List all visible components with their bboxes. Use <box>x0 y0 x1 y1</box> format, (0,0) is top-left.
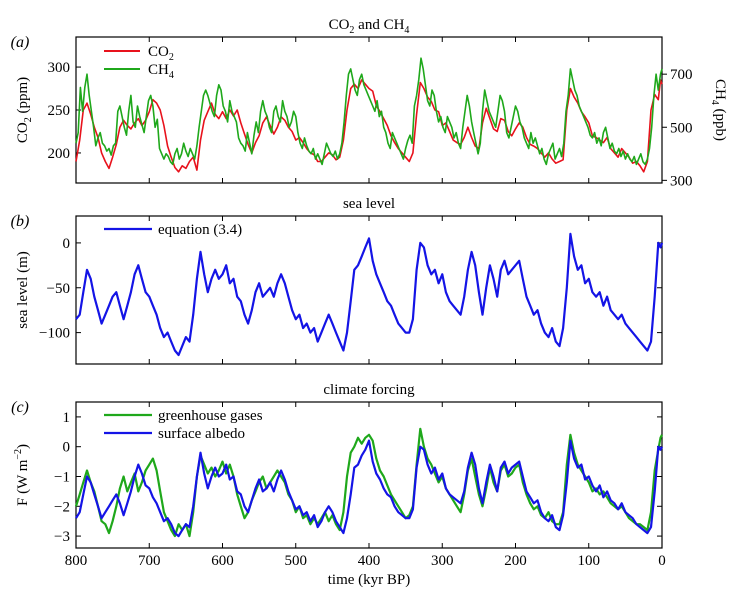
panel-title-part: 2 <box>349 25 354 36</box>
y-axis-label: F (W m−2) <box>13 444 31 506</box>
y2-tick-label: 700 <box>670 67 693 83</box>
series-line-ch4 <box>75 57 663 166</box>
panel-title-part: 4 <box>404 25 409 36</box>
y-axis-label-part: 2 <box>23 117 34 122</box>
legend-label-part: 2 <box>169 52 174 63</box>
x-tick-label: 300 <box>431 553 454 569</box>
panel-title-part: and CH <box>354 17 404 33</box>
y-tick-label: 200 <box>48 146 71 162</box>
y-tick-label: −2 <box>54 499 70 515</box>
x-axis-label: time (kyr BP) <box>328 572 411 588</box>
y-axis-label-part: CO <box>15 122 31 143</box>
panel-title: climate forcing <box>323 382 415 398</box>
x-tick-label: 100 <box>578 553 601 569</box>
y-tick-label: −50 <box>47 281 70 297</box>
y2-axis-label: CH4 (ppb) <box>709 79 728 141</box>
legend-label-part: CH <box>148 62 169 78</box>
y-tick-label: 1 <box>63 410 71 426</box>
y-tick-label: −100 <box>39 326 70 342</box>
y2-axis-label-part: 4 <box>709 100 720 105</box>
y2-axis-label-part: CH <box>712 79 728 100</box>
legend-label: surface albedo <box>158 426 245 442</box>
x-tick-label: 500 <box>285 553 308 569</box>
y-tick-label: 0 <box>63 236 71 252</box>
legend-label: equation (3.4) <box>158 222 242 238</box>
y-axis-label: CO2 (ppm) <box>15 77 34 143</box>
y-axis-label-part: F (W m <box>15 459 31 506</box>
y2-axis-label-part: (ppb) <box>712 105 728 141</box>
panel-label: (a) <box>11 34 30 51</box>
x-tick-label: 700 <box>138 553 161 569</box>
legend-label: CO2 <box>148 44 174 63</box>
legend-label: CH4 <box>148 62 174 81</box>
series-line-surface-albedo <box>75 439 663 538</box>
y-axis-label-part: (ppm) <box>15 77 31 117</box>
y-tick-label: 0 <box>63 440 71 456</box>
x-tick-label: 800 <box>65 553 88 569</box>
y-tick-label: −1 <box>54 469 70 485</box>
panel-title: CO2 and CH4 <box>329 17 410 36</box>
legend-label-part: 4 <box>169 70 174 81</box>
y-axis-label-part: ) <box>15 444 31 449</box>
legend-label-part: CO <box>148 44 169 60</box>
panel-2: (b) sea level 0 −50 −100 sea level (m) equatio… <box>11 196 664 365</box>
y-axis-label-part: −2 <box>13 449 24 460</box>
panel-label: (b) <box>11 213 30 230</box>
y-tick-label: 250 <box>48 103 71 119</box>
y2-tick-label: 300 <box>670 173 693 189</box>
y-axis-label: sea level (m) <box>15 251 31 328</box>
panel-label: (c) <box>11 399 29 416</box>
y2-tick-label: 500 <box>670 120 693 136</box>
series-line-greenhouse-gases <box>74 427 663 538</box>
panel-3: (c) climate forcing 800 700 600 500 400 300 200 1… <box>11 382 666 588</box>
x-tick-label: 200 <box>504 553 527 569</box>
series-line-equation-3-4- <box>75 232 664 357</box>
panel-title-part: CO <box>329 17 350 33</box>
legend-label: greenhouse gases <box>158 408 263 424</box>
panel-title: sea level <box>343 196 395 212</box>
x-tick-label: 600 <box>211 553 234 569</box>
y-tick-label: 300 <box>48 60 71 76</box>
x-tick-label: 0 <box>658 553 666 569</box>
x-tick-label: 400 <box>358 553 381 569</box>
y-tick-label: −3 <box>54 529 70 545</box>
